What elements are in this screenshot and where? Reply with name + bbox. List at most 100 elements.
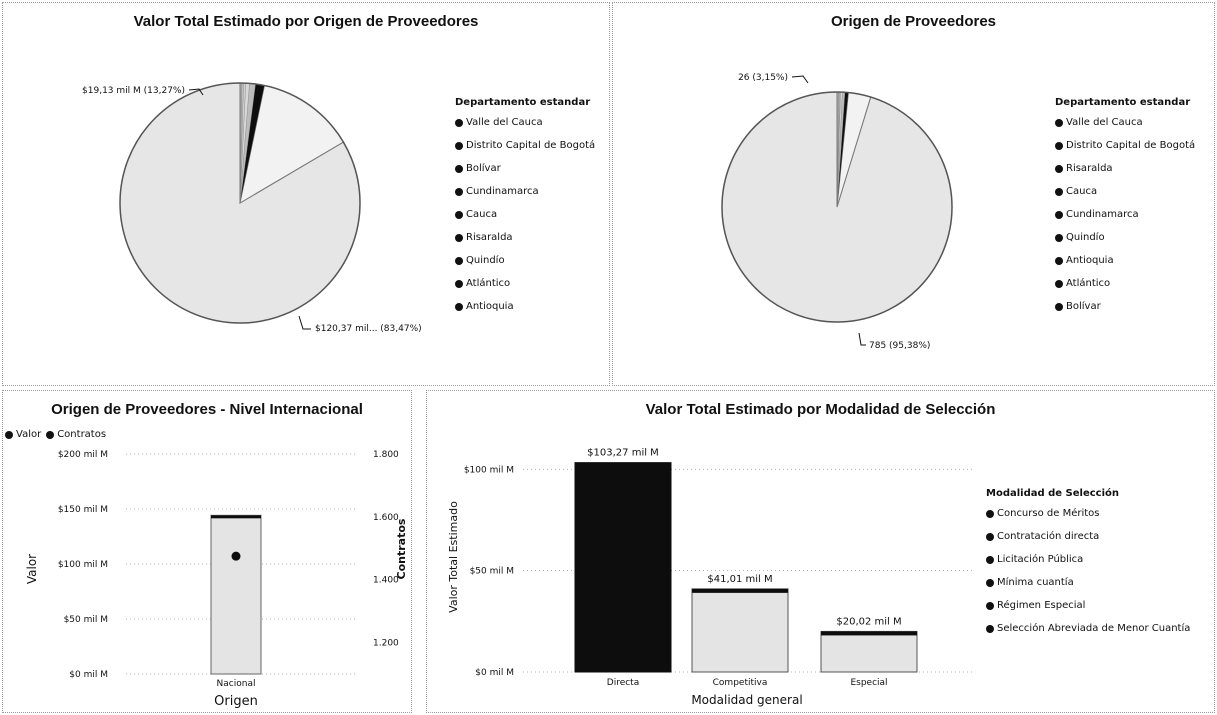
- pie-origen-legend-item: Distrito Capital de Bogotá: [1055, 140, 1195, 163]
- y-tick-label: $100 mil M: [464, 465, 514, 475]
- bar-data-label: $20,02 mil M: [836, 616, 901, 627]
- bar-data-label: $41,01 mil M: [707, 574, 772, 585]
- pie-valor-legend-item: Distrito Capital de Bogotá: [455, 140, 595, 163]
- pie-valor-legend-label: Risaralda: [466, 232, 513, 243]
- modalidad-legend-item: Concurso de Méritos: [986, 508, 1190, 531]
- pie-origen-legend-label: Atlántico: [1066, 278, 1111, 289]
- combo-legend-valor: Valor: [5, 429, 41, 452]
- pie-origen-legend-item: Cundinamarca: [1055, 209, 1195, 232]
- combo-chart: $200 mil M $150 mil M $100 mil M $50 mil M $…: [25, 450, 408, 709]
- x-tick-label: Especial: [850, 678, 887, 688]
- bar-directa: [574, 462, 672, 673]
- y-left-tick-label: $100 mil M: [58, 560, 108, 570]
- pie-origen-legend-label: Quindío: [1066, 232, 1105, 243]
- modalidad-legend-label: Concurso de Méritos: [997, 508, 1100, 519]
- pie-valor-legend-item: Antioquia: [455, 301, 595, 324]
- pie-label-leader: [188, 88, 204, 96]
- point-contratos-nacional: [231, 551, 241, 561]
- legend-dot-icon: [1055, 234, 1063, 242]
- bar-competitiva: [691, 588, 789, 673]
- pie-origen-legend-item: Risaralda: [1055, 163, 1195, 186]
- bar-top-edge: [821, 631, 917, 636]
- pie-origen-legend-label: Distrito Capital de Bogotá: [1066, 140, 1196, 151]
- legend-dot-icon: [1055, 165, 1063, 173]
- modalidad-legend-item: Mínima cuantía: [986, 577, 1190, 600]
- y-right-axis-title: Contratos: [395, 518, 408, 579]
- bar-especial: [820, 630, 918, 673]
- y-right-tick-label: 1.600: [373, 513, 399, 523]
- combo-title: Origen de Proveedores - Nivel Internacio…: [51, 401, 363, 418]
- pie-valor-legend-label: Bolívar: [466, 163, 501, 174]
- legend-dot-icon: [1055, 280, 1063, 288]
- legend-dot-icon: [46, 431, 55, 439]
- x-tick-label: Competitiva: [713, 678, 768, 688]
- modalidad-panel: Valor Total Estimado por Modalidad de Se…: [426, 390, 1215, 713]
- modalidad-legend-label: Régimen Especial: [997, 600, 1086, 611]
- pie-origen-legend-item: Atlántico: [1055, 278, 1195, 301]
- pie-data-label: $19,13 mil M (13,27%): [82, 86, 185, 96]
- bar-valor-top-edge: [211, 515, 261, 519]
- pie-valor-panel: Valor Total Estimado por Origen de Prove…: [2, 2, 610, 386]
- pie-data-label: $120,37 mil... (83,47%): [315, 324, 422, 334]
- bar-valor-nacional: [210, 514, 262, 675]
- legend-dot-icon: [455, 257, 463, 265]
- legend-dot-icon: [5, 431, 13, 439]
- pie-valor-title: Valor Total Estimado por Origen de Prove…: [133, 13, 479, 30]
- y-tick-label: $50 mil M: [470, 567, 514, 577]
- pie-origen-legend-label: Risaralda: [1066, 163, 1113, 174]
- pie-origen-legend-title: Departamento estandar: [1055, 97, 1191, 108]
- legend-dot-icon: [1055, 211, 1063, 219]
- pie-valor-legend-label: Valle del Cauca: [466, 117, 543, 128]
- legend-dot-icon: [455, 211, 463, 219]
- pie-valor-legend-item: Bolívar: [455, 163, 595, 186]
- y-left-axis-title: Valor: [25, 554, 39, 584]
- pie-data-label: 785 (95,38%): [869, 341, 930, 351]
- legend-dot-icon: [455, 165, 463, 173]
- pie-label-leader: [298, 315, 311, 330]
- pie-valor-legend-title: Departamento estandar: [455, 97, 591, 108]
- modalidad-legend-item: Contratación directa: [986, 531, 1190, 554]
- legend-dot-icon: [455, 234, 463, 242]
- modalidad-title: Valor Total Estimado por Modalidad de Se…: [645, 401, 996, 418]
- x-axis-title: Modalidad general: [691, 693, 802, 707]
- y-right-tick-label: 1.400: [373, 576, 399, 586]
- bar-top-edge: [692, 588, 788, 593]
- combo-legend: Valor Contratos: [5, 429, 106, 452]
- pie-origen-legend-label: Bolívar: [1066, 301, 1101, 312]
- legend-dot-icon: [455, 188, 463, 196]
- legend-dot-icon: [455, 303, 463, 311]
- legend-dot-icon: [986, 533, 994, 541]
- pie-origen-legend-label: Antioquia: [1066, 255, 1114, 266]
- combo-legend-contratos: Contratos: [46, 429, 106, 452]
- pie-valor-legend-label: Antioquia: [466, 301, 514, 312]
- y-axis-title: Valor Total Estimado: [447, 501, 460, 613]
- y-left-tick-label: $150 mil M: [58, 505, 108, 515]
- modalidad-legend: Modalidad de Selección Concurso de Mérit…: [986, 488, 1190, 646]
- legend-dot-icon: [986, 556, 994, 564]
- y-left-tick-label: $50 mil M: [64, 615, 108, 625]
- legend-dot-icon: [986, 602, 994, 610]
- pie-valor-legend-label: Atlántico: [466, 278, 511, 289]
- modalidad-legend-label: Selección Abreviada de Menor Cuantía: [997, 623, 1191, 634]
- x-tick-label: Nacional: [217, 679, 256, 689]
- modalidad-chart: $100 mil M $50 mil M $0 mil M $103,27 mil M…: [447, 448, 972, 707]
- y-left-tick-label: $0 mil M: [69, 670, 108, 680]
- y-right-tick-label: 1.800: [373, 450, 399, 460]
- pie-origen-legend-label: Cundinamarca: [1066, 209, 1139, 220]
- pie-valor-legend-label: Quindío: [466, 255, 505, 266]
- x-tick-label: Directa: [607, 678, 639, 688]
- pie-valor-legend-item: Atlántico: [455, 278, 595, 301]
- pie-valor-legend-label: Cundinamarca: [466, 186, 539, 197]
- legend-dot-icon: [1055, 188, 1063, 196]
- pie-origen-legend-label: Valle del Cauca: [1066, 117, 1143, 128]
- pie-valor-legend: Departamento estandar Valle del Cauca Dis…: [455, 97, 595, 324]
- pie-valor-legend-item: Valle del Cauca: [455, 117, 595, 140]
- y-left-tick-label: $200 mil M: [58, 450, 108, 460]
- pie-origen-legend-item: Antioquia: [1055, 255, 1195, 278]
- y-tick-label: $0 mil M: [475, 668, 514, 678]
- pie-origen-legend-item: Bolívar: [1055, 301, 1195, 324]
- legend-dot-icon: [986, 625, 994, 633]
- legend-dot-icon: [1055, 303, 1063, 311]
- modalidad-legend-item: Licitación Pública: [986, 554, 1190, 577]
- pie-origen-legend-item: Cauca: [1055, 186, 1195, 209]
